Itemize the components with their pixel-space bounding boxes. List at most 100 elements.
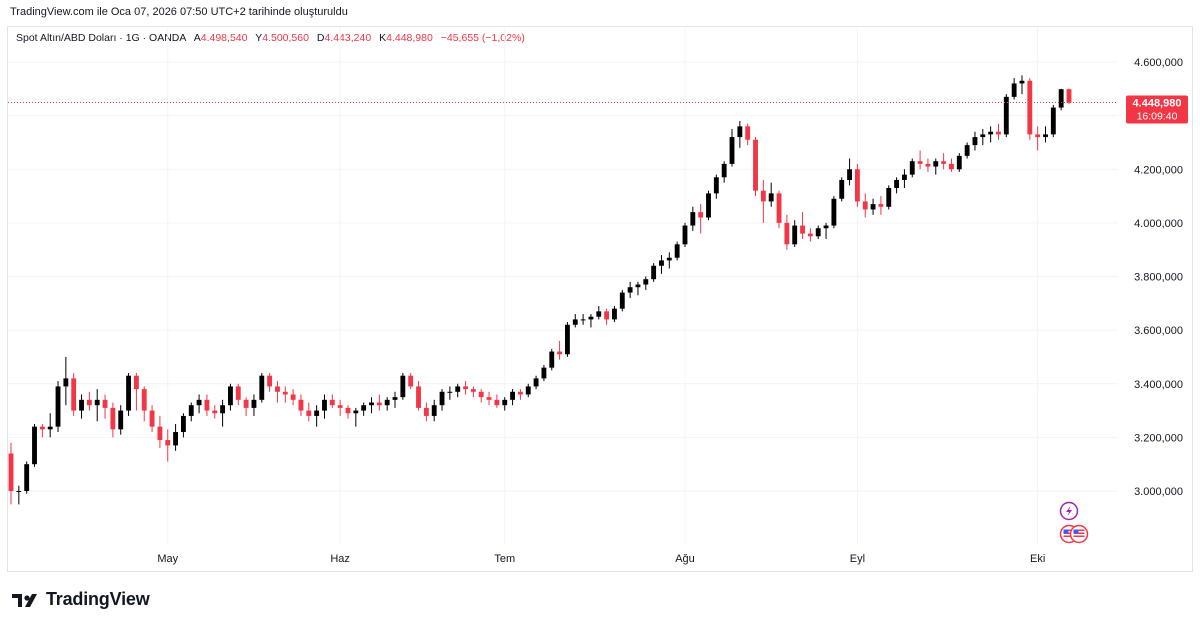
candle-body bbox=[800, 225, 805, 234]
candle bbox=[369, 397, 374, 414]
legend-close-label: K bbox=[379, 32, 387, 44]
candle-body bbox=[1019, 80, 1025, 84]
candle bbox=[807, 228, 813, 242]
candle-body bbox=[792, 225, 798, 245]
tradingview-brand: TradingView bbox=[46, 589, 150, 609]
candle bbox=[1050, 104, 1056, 138]
candle-body bbox=[55, 386, 61, 427]
candle-body bbox=[996, 131, 1001, 135]
candle bbox=[659, 255, 664, 274]
candle-body bbox=[525, 386, 531, 395]
legend-open-label: A bbox=[193, 32, 201, 44]
candle-body bbox=[557, 351, 563, 355]
candle-body bbox=[784, 222, 790, 245]
candle-body bbox=[306, 410, 312, 416]
candle-body bbox=[831, 198, 837, 226]
candle-body bbox=[847, 169, 852, 180]
legend-symbol[interactable]: Spot Altın/ABD Doları · 1G · OANDA bbox=[16, 32, 187, 44]
candle-body bbox=[980, 134, 986, 138]
candle-body bbox=[322, 399, 327, 411]
candle bbox=[165, 429, 171, 462]
us-flag-icon-secondary[interactable] bbox=[1069, 524, 1089, 544]
symbol-legend: Spot Altın/ABD Doları · 1G · OANDA A4.49… bbox=[16, 32, 525, 44]
candle-body bbox=[760, 190, 766, 202]
candle-body bbox=[16, 491, 22, 492]
candle-body bbox=[807, 233, 813, 237]
last-price-tag: 4.448,980 16:09:40 bbox=[1126, 95, 1188, 124]
candle bbox=[188, 402, 194, 422]
candle bbox=[682, 222, 688, 248]
tradingview-logo[interactable]: TradingView bbox=[12, 589, 150, 610]
candle bbox=[815, 225, 821, 239]
candle-body bbox=[878, 204, 884, 207]
candle-body bbox=[47, 426, 53, 430]
candle bbox=[502, 397, 508, 411]
candle bbox=[173, 423, 179, 451]
candle bbox=[212, 405, 218, 419]
candle-body bbox=[188, 405, 194, 416]
candle-body bbox=[259, 375, 265, 400]
candle bbox=[572, 314, 578, 328]
candle bbox=[423, 402, 429, 422]
y-tick-label: 3.400,000 bbox=[1134, 379, 1183, 391]
candle bbox=[1058, 88, 1064, 111]
time-axis[interactable]: MayHazTemAğuEylEkiKasAra2026 bbox=[157, 553, 1200, 565]
candle bbox=[47, 413, 53, 438]
candle-body bbox=[478, 391, 484, 398]
candle bbox=[251, 394, 257, 416]
candle-body bbox=[549, 351, 555, 368]
candle bbox=[8, 442, 14, 505]
candle-body bbox=[173, 432, 179, 446]
candle-body bbox=[32, 426, 37, 465]
candle-body bbox=[988, 131, 994, 135]
candle-body bbox=[941, 161, 947, 164]
candle-body bbox=[1011, 83, 1017, 97]
candle-body bbox=[502, 399, 508, 406]
candle-body bbox=[110, 407, 116, 430]
candle-body bbox=[329, 399, 335, 406]
candle bbox=[118, 405, 124, 435]
candle-body bbox=[768, 193, 774, 202]
candle-body bbox=[690, 212, 696, 226]
candle-body bbox=[79, 399, 84, 411]
candle bbox=[141, 386, 147, 422]
candle-body bbox=[510, 391, 515, 400]
candle-body bbox=[353, 410, 359, 414]
candle-body bbox=[196, 399, 202, 406]
lightning-icon[interactable] bbox=[1059, 501, 1079, 521]
x-tick-label: Eyl bbox=[850, 553, 865, 565]
candle bbox=[565, 322, 570, 357]
candle bbox=[1003, 94, 1009, 138]
candle bbox=[510, 389, 515, 406]
chart-frame[interactable] bbox=[7, 26, 1193, 572]
candle bbox=[486, 391, 492, 406]
candle bbox=[376, 394, 382, 411]
candle bbox=[980, 129, 986, 146]
candle bbox=[361, 402, 367, 416]
candle bbox=[839, 177, 845, 202]
candle bbox=[243, 397, 249, 416]
candle bbox=[494, 394, 500, 408]
candle-body bbox=[24, 464, 30, 491]
candle-body bbox=[251, 399, 257, 408]
candle-body bbox=[674, 244, 680, 258]
candle-body bbox=[384, 399, 390, 406]
y-tick-label: 3.200,000 bbox=[1134, 432, 1183, 444]
candle bbox=[329, 394, 335, 408]
candle bbox=[1035, 126, 1041, 151]
candle bbox=[71, 373, 77, 416]
x-tick-label: Ağu bbox=[675, 553, 695, 565]
candle bbox=[298, 394, 304, 416]
candle bbox=[901, 169, 907, 189]
candle bbox=[267, 373, 273, 392]
candle bbox=[1043, 126, 1048, 143]
candle-body bbox=[337, 405, 343, 408]
candle bbox=[776, 190, 782, 229]
candle bbox=[322, 394, 327, 419]
legend-low-label: D bbox=[316, 32, 325, 44]
legend-high-label: Y bbox=[255, 32, 263, 44]
candle-body bbox=[180, 415, 186, 433]
candle-body bbox=[517, 391, 523, 395]
candle-body bbox=[361, 405, 367, 411]
